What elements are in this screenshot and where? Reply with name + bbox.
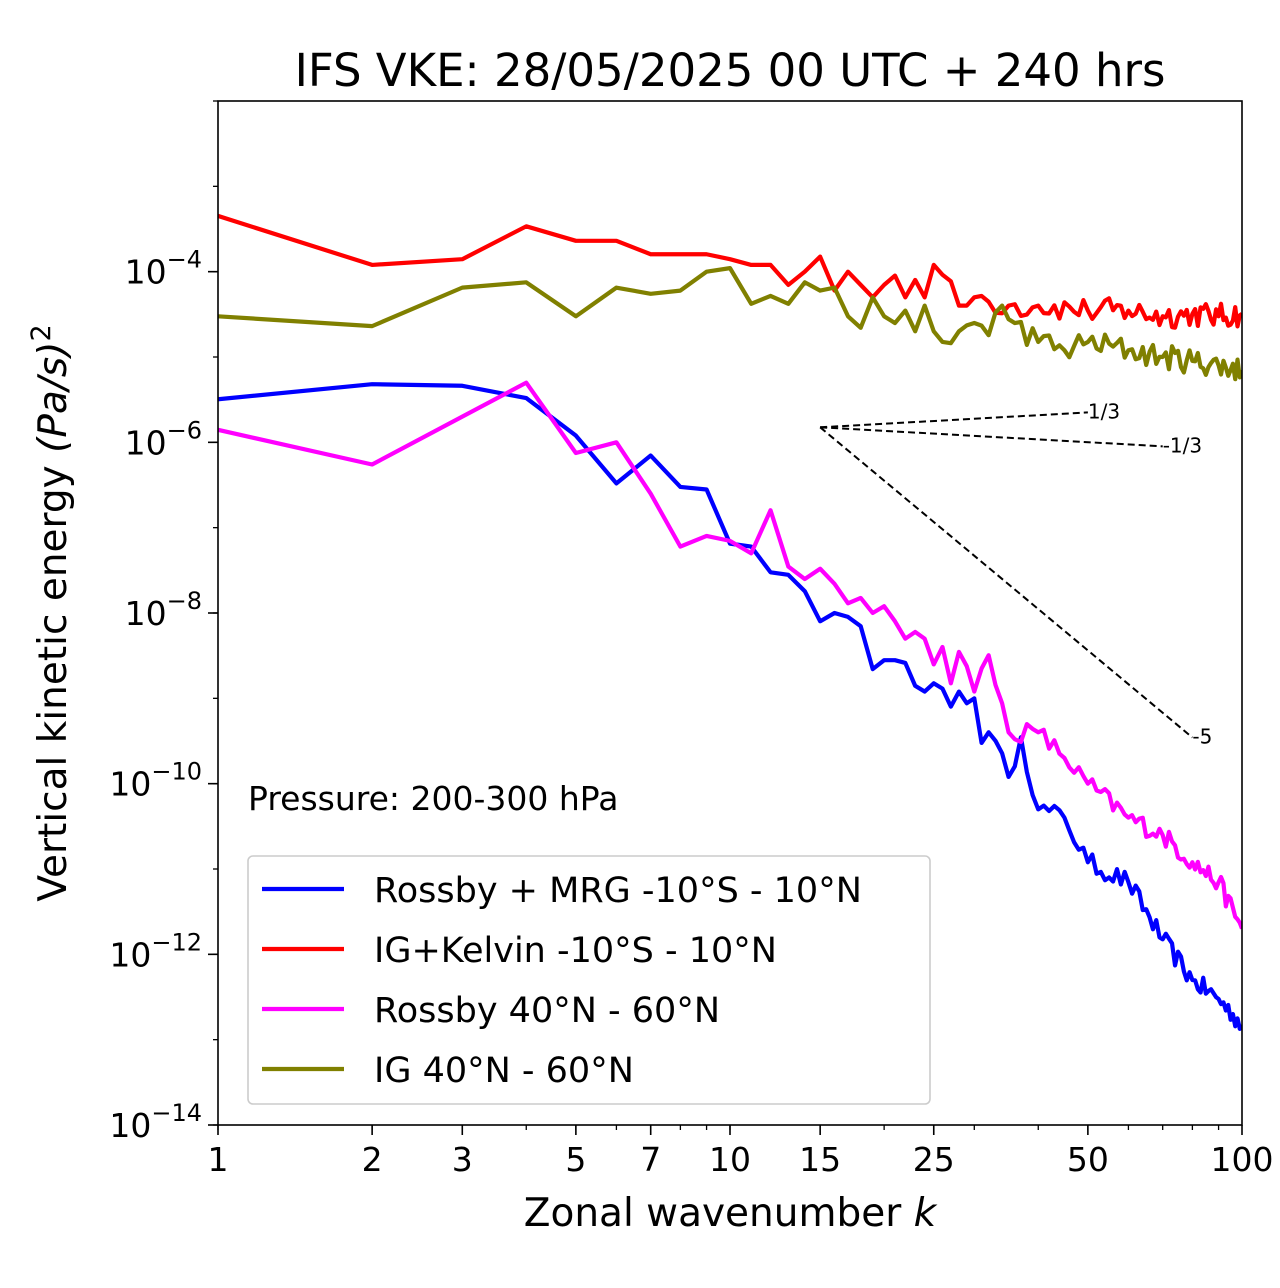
slope-line-1 bbox=[820, 426, 1163, 448]
y-tick-label: 10−4 bbox=[125, 246, 202, 292]
legend-frame bbox=[247, 855, 931, 1105]
x-tick-label: 1 bbox=[208, 1140, 229, 1179]
x-tick-label: 25 bbox=[913, 1140, 955, 1179]
series-line-2 bbox=[218, 380, 1242, 930]
legend-label-0: Rossby + MRG -10°S - 10°N bbox=[374, 871, 862, 911]
x-tick-label: 7 bbox=[640, 1140, 661, 1179]
x-tick-label: 10 bbox=[709, 1140, 751, 1179]
slope-line-2 bbox=[819, 426, 1194, 739]
slope-line-0 bbox=[820, 411, 1088, 429]
legend: Rossby + MRG -10°S - 10°N IG+Kelvin -10°S… bbox=[247, 855, 931, 1105]
x-tick-label: 15 bbox=[799, 1140, 841, 1179]
x-tick-label: 3 bbox=[452, 1140, 473, 1179]
y-axis-label: Vertical kinetic energy (Pa/s)2 bbox=[26, 324, 76, 901]
x-tick-label: 5 bbox=[565, 1140, 586, 1179]
series-line-3 bbox=[218, 266, 1242, 382]
x-tick-label: 50 bbox=[1067, 1140, 1109, 1179]
x-tick-label: 100 bbox=[1211, 1140, 1274, 1179]
x-tick-label: 2 bbox=[362, 1140, 383, 1179]
chart-title: IFS VKE: 28/05/2025 00 UTC + 240 hrs bbox=[295, 44, 1166, 97]
slope-label-0: 1/3 bbox=[1088, 399, 1120, 423]
y-tick-label: 10−10 bbox=[109, 758, 202, 804]
pressure-annotation: Pressure: 200-300 hPa bbox=[248, 779, 618, 818]
legend-label-3: IG 40°N - 60°N bbox=[374, 1051, 634, 1091]
legend-label-1: IG+Kelvin -10°S - 10°N bbox=[374, 931, 777, 971]
slope-label-1: -1/3 bbox=[1163, 433, 1202, 457]
slope-label-2: -5 bbox=[1192, 724, 1212, 748]
x-axis-label: Zonal wavenumber k bbox=[524, 1191, 938, 1236]
series-line-1 bbox=[218, 213, 1242, 330]
legend-label-2: Rossby 40°N - 60°N bbox=[374, 991, 720, 1031]
y-tick-label: 10−8 bbox=[125, 587, 202, 633]
y-tick-label: 10−12 bbox=[109, 928, 202, 974]
y-tick-label: 10−14 bbox=[109, 1099, 202, 1145]
series-line-0 bbox=[218, 382, 1242, 1031]
y-tick-label: 10−6 bbox=[125, 416, 202, 462]
